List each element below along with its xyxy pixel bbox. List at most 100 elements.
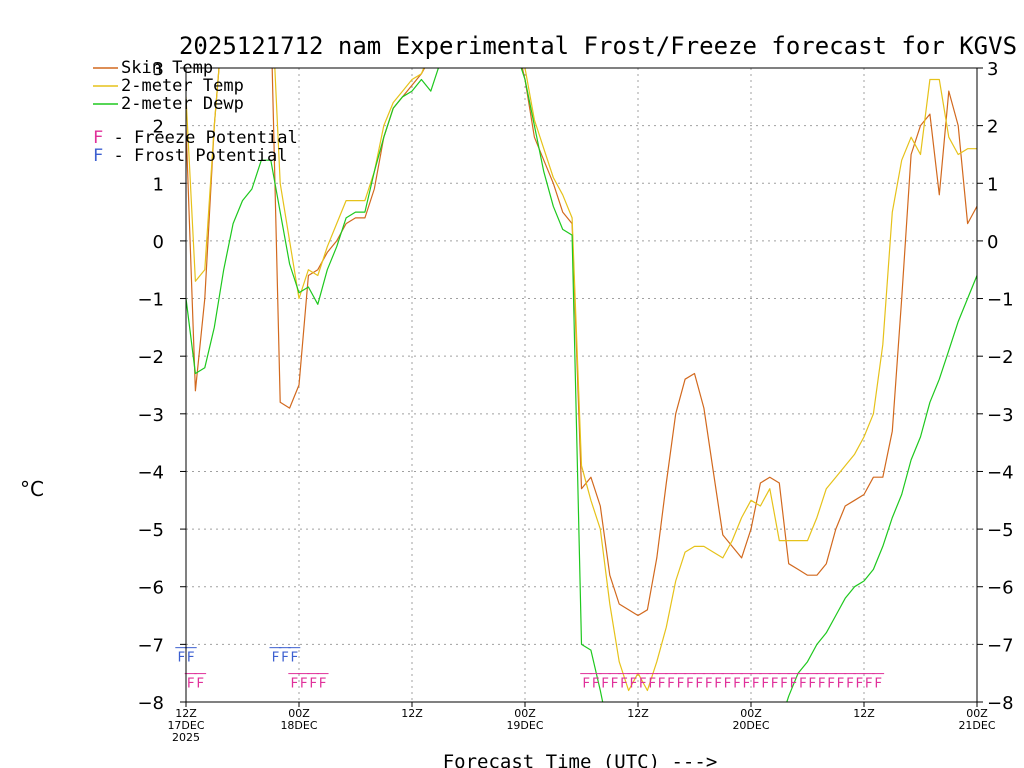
freeze-marker: F bbox=[290, 677, 298, 692]
freeze-marker: F bbox=[601, 677, 609, 692]
x-tick-label: 12Z bbox=[853, 707, 875, 720]
freeze-marker: F bbox=[686, 677, 694, 692]
freeze-marker: F bbox=[742, 677, 750, 692]
y-tick-label-left: 0 bbox=[153, 232, 164, 253]
frost-freeze-markers: F F F F FF F F F F F F F F F F F F F F F F F F F F F F F F F F F F F F F F F F… bbox=[175, 647, 885, 692]
y-tick-label-left: −6 bbox=[137, 578, 164, 599]
x-tick-label: 12Z bbox=[175, 707, 197, 720]
frost-marker: F bbox=[177, 651, 185, 666]
freeze-marker: F bbox=[639, 677, 647, 692]
freeze-marker: F bbox=[837, 677, 845, 692]
freeze-marker: F bbox=[705, 677, 713, 692]
y-tick-label-left: 2 bbox=[153, 117, 164, 138]
series-lines bbox=[186, 68, 977, 702]
y-axis-label: °C bbox=[20, 477, 44, 501]
freeze-marker: F bbox=[780, 677, 788, 692]
freeze-marker: F bbox=[752, 677, 760, 692]
y-tick-label-right: −8 bbox=[987, 693, 1014, 714]
freeze-marker: F bbox=[187, 677, 195, 692]
freeze-marker: F bbox=[761, 677, 769, 692]
freeze-marker: F bbox=[855, 677, 863, 692]
plot-frame bbox=[185, 67, 978, 703]
x-tick-label: 12Z bbox=[401, 707, 423, 720]
freeze-marker: F bbox=[799, 677, 807, 692]
freeze-marker: F bbox=[865, 677, 873, 692]
freeze-marker: F bbox=[676, 677, 684, 692]
x-axis-label: Forecast Time (UTC) ---> bbox=[443, 751, 718, 768]
y-tick-label-right: 1 bbox=[987, 174, 998, 195]
freeze-marker: F bbox=[309, 677, 317, 692]
frost-marker: F bbox=[281, 651, 289, 666]
x-tick-label: 20DEC bbox=[732, 719, 769, 732]
freeze-marker: F bbox=[629, 677, 637, 692]
freeze-marker: F bbox=[714, 677, 722, 692]
y-tick-label-right: −4 bbox=[987, 462, 1014, 483]
marker-legend-item: F - Frost Potential bbox=[93, 146, 287, 166]
y-tick-label-right: −3 bbox=[987, 405, 1014, 426]
freeze-marker: F bbox=[827, 677, 835, 692]
x-tick-label: 17DEC bbox=[167, 719, 204, 732]
freeze-marker: F bbox=[733, 677, 741, 692]
series-line-2-meter-dewp bbox=[186, 68, 977, 702]
marker-legend-text: - Freeze Potential bbox=[103, 128, 297, 148]
x-tick-label: 00Z bbox=[288, 707, 310, 720]
y-tick-label-right: 2 bbox=[987, 117, 998, 138]
x-tick-label: 21DEC bbox=[958, 719, 995, 732]
y-tick-label-right: −2 bbox=[987, 347, 1014, 368]
y-tick-label-right: −5 bbox=[987, 520, 1014, 541]
legend-label: Skin Temp bbox=[121, 58, 213, 78]
x-tick-label: 00Z bbox=[514, 707, 536, 720]
freeze-marker: F bbox=[592, 677, 600, 692]
freeze-marker: F bbox=[874, 677, 882, 692]
y-tick-label-left: −8 bbox=[137, 693, 164, 714]
y-tick-label-right: 3 bbox=[987, 59, 998, 80]
marker-legend-letter: F bbox=[93, 146, 103, 166]
freeze-marker: F bbox=[648, 677, 656, 692]
y-tick-label-right: −1 bbox=[987, 290, 1014, 311]
x-tick-label: 2025 bbox=[172, 731, 200, 744]
freeze-marker: F bbox=[658, 677, 666, 692]
freeze-marker: F bbox=[196, 677, 204, 692]
x-tick-label: 18DEC bbox=[280, 719, 317, 732]
grid-lines bbox=[186, 68, 977, 702]
freeze-marker: F bbox=[818, 677, 826, 692]
series-line-skin-temp bbox=[186, 68, 977, 617]
marker-legend-item: F - Freeze Potential bbox=[93, 128, 298, 148]
y-tick-label-right: −6 bbox=[987, 578, 1014, 599]
y-tick-label-right: 0 bbox=[987, 232, 998, 253]
y-tick-label-left: 1 bbox=[153, 174, 164, 195]
freeze-marker: F bbox=[771, 677, 779, 692]
x-tick-label: 00Z bbox=[966, 707, 988, 720]
freeze-marker: F bbox=[319, 677, 327, 692]
freeze-marker: F bbox=[846, 677, 854, 692]
x-tick-label: 12Z bbox=[627, 707, 649, 720]
marker-legend-text: - Frost Potential bbox=[103, 146, 287, 166]
freeze-marker: F bbox=[808, 677, 816, 692]
plot-area: F F F F FF F F F F F F F F F F F F F F F F F F F F F F F F F F F F F F F F F F… bbox=[175, 67, 978, 703]
chart-title: 2025121712 nam Experimental Frost/Freeze… bbox=[179, 32, 1017, 60]
y-tick-label-left: −1 bbox=[137, 290, 164, 311]
y-tick-label-left: 3 bbox=[153, 59, 164, 80]
frost-marker: F bbox=[187, 651, 195, 666]
marker-legend-letter: F bbox=[93, 128, 103, 148]
freeze-marker: F bbox=[582, 677, 590, 692]
legend-label: 2-meter Dewp bbox=[121, 94, 244, 114]
freeze-marker: F bbox=[611, 677, 619, 692]
freeze-marker: F bbox=[667, 677, 675, 692]
legend-label: 2-meter Temp bbox=[121, 76, 244, 96]
axis-ticks: −8 −8 −7 −7 −6 −6 −5 −5 −4 −4 −3 −3 −2 −2 −1 −1 0 0 1 1 2 2 3 3… bbox=[137, 59, 1013, 744]
x-tick-label: 00Z bbox=[740, 707, 762, 720]
frost-marker: F bbox=[290, 651, 298, 666]
y-tick-label-right: −7 bbox=[987, 635, 1014, 656]
y-tick-label-left: −7 bbox=[137, 635, 164, 656]
x-tick-label: 19DEC bbox=[506, 719, 543, 732]
frost-marker: F bbox=[272, 651, 280, 666]
y-tick-label-left: −4 bbox=[137, 462, 164, 483]
freeze-marker: F bbox=[300, 677, 308, 692]
freeze-marker: F bbox=[724, 677, 732, 692]
freeze-marker: F bbox=[789, 677, 797, 692]
freeze-marker: F bbox=[695, 677, 703, 692]
y-tick-label-left: −2 bbox=[137, 347, 164, 368]
